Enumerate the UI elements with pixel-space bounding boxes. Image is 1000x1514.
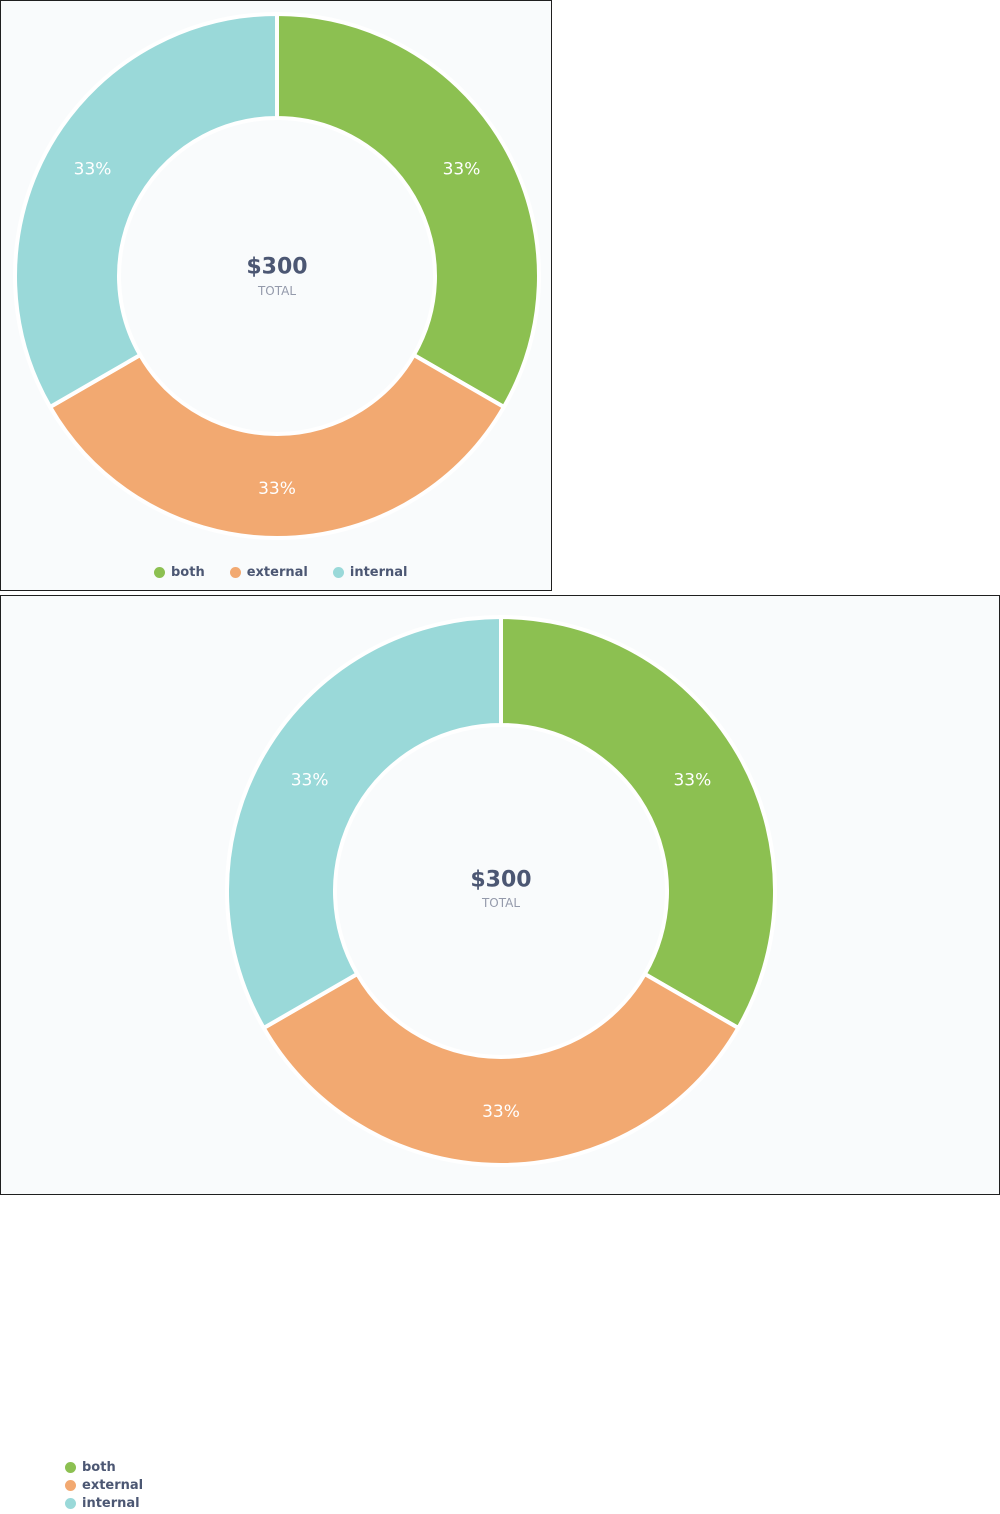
slice-label-both: 33% (673, 771, 711, 791)
legend-item-external[interactable]: external (229, 565, 308, 580)
slice-external[interactable] (260, 971, 742, 1167)
slice-both[interactable] (275, 11, 541, 410)
slice-internal[interactable] (225, 614, 503, 1031)
slice-label-internal: 33% (291, 771, 329, 791)
legend-item-both[interactable]: both (154, 565, 205, 580)
slice-label-external: 33% (482, 1102, 520, 1122)
legend-item-both[interactable]: both (65, 1460, 143, 1475)
total-value: $300 (246, 255, 307, 280)
donut-chart-2: 33% 33% 33% $300 TOTAL (225, 614, 777, 1167)
slice-internal[interactable] (13, 11, 279, 410)
legend-label: external (82, 1478, 144, 1493)
donut-chart-panel-1: 33% 33% 33% $300 TOTAL both external internal (0, 0, 552, 591)
total-label: TOTAL (257, 284, 296, 298)
legend-dot-icon (65, 1480, 76, 1491)
legend-label: both (82, 1460, 116, 1475)
total-value: $300 (470, 868, 531, 893)
legend-item-external[interactable]: external (65, 1478, 143, 1493)
slice-label-external: 33% (258, 479, 296, 499)
legend-item-internal[interactable]: internal (65, 1496, 143, 1511)
donut-chart-panel-2: 33% 33% 33% $300 TOTAL both external internal (0, 595, 1000, 1511)
slice-label-internal: 33% (74, 160, 112, 180)
slice-external[interactable] (47, 352, 507, 540)
legend-dot-icon (65, 1462, 76, 1473)
donut-chart-1: 33% 33% 33% $300 TOTAL (13, 11, 541, 540)
legend-label: internal (82, 1496, 140, 1511)
slice-label-both: 33% (443, 160, 481, 180)
legend-dot-icon (332, 567, 344, 578)
legend-item-internal[interactable]: internal (332, 565, 408, 580)
legend-label: internal (349, 565, 408, 580)
legend-label: external (246, 565, 308, 580)
legend-dot-icon (65, 1498, 76, 1509)
legend-label: both (171, 565, 205, 580)
legend-1: both external internal (154, 565, 433, 580)
total-label: TOTAL (481, 896, 520, 910)
legend-dot-icon (229, 567, 241, 578)
legend-2: both external internal (65, 1460, 143, 1514)
slice-both[interactable] (499, 614, 777, 1031)
legend-dot-icon (154, 567, 165, 578)
